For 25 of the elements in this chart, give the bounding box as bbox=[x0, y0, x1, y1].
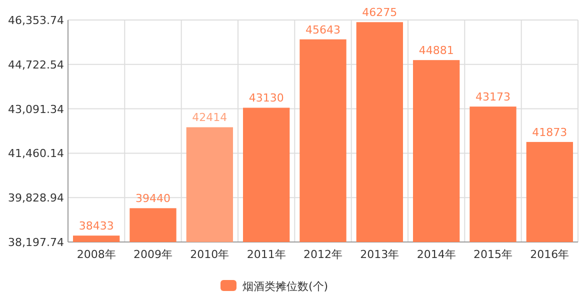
data-label: 43173 bbox=[476, 90, 510, 104]
y-tick-label: 38,197.74 bbox=[8, 236, 64, 249]
y-tick-label: 43,091.34 bbox=[8, 102, 64, 116]
x-tick-label: 2014年 bbox=[416, 248, 456, 261]
data-label: 39440 bbox=[136, 192, 170, 206]
y-tick-label: 41,460.14 bbox=[8, 147, 64, 160]
x-tick-label: 2011年 bbox=[246, 248, 286, 261]
x-tick-label: 2009年 bbox=[134, 248, 172, 261]
x-tick-label: 2015年 bbox=[474, 248, 512, 261]
data-label: 43130 bbox=[248, 92, 284, 105]
x-tick-label: 2016年 bbox=[530, 248, 570, 261]
data-label: 41873 bbox=[532, 126, 568, 139]
data-label: 44881 bbox=[418, 44, 454, 58]
x-tick-label: 2013年 bbox=[360, 248, 400, 261]
y-tick-label: 46,353.74 bbox=[8, 14, 64, 27]
x-tick-label: 2012年 bbox=[304, 248, 342, 261]
data-label: 42414 bbox=[192, 111, 228, 124]
legend-label: 烟酒类摊位数(个) bbox=[242, 280, 328, 293]
data-label: 46275 bbox=[362, 6, 398, 20]
x-tick-label: 2010年 bbox=[190, 248, 230, 261]
x-tick-label: 2008年 bbox=[76, 248, 116, 261]
y-tick-label: 39,828.94 bbox=[8, 192, 64, 205]
y-tick-label: 44,722.54 bbox=[8, 58, 64, 72]
data-label: 45643 bbox=[306, 23, 340, 36]
data-label: 38433 bbox=[78, 220, 114, 233]
